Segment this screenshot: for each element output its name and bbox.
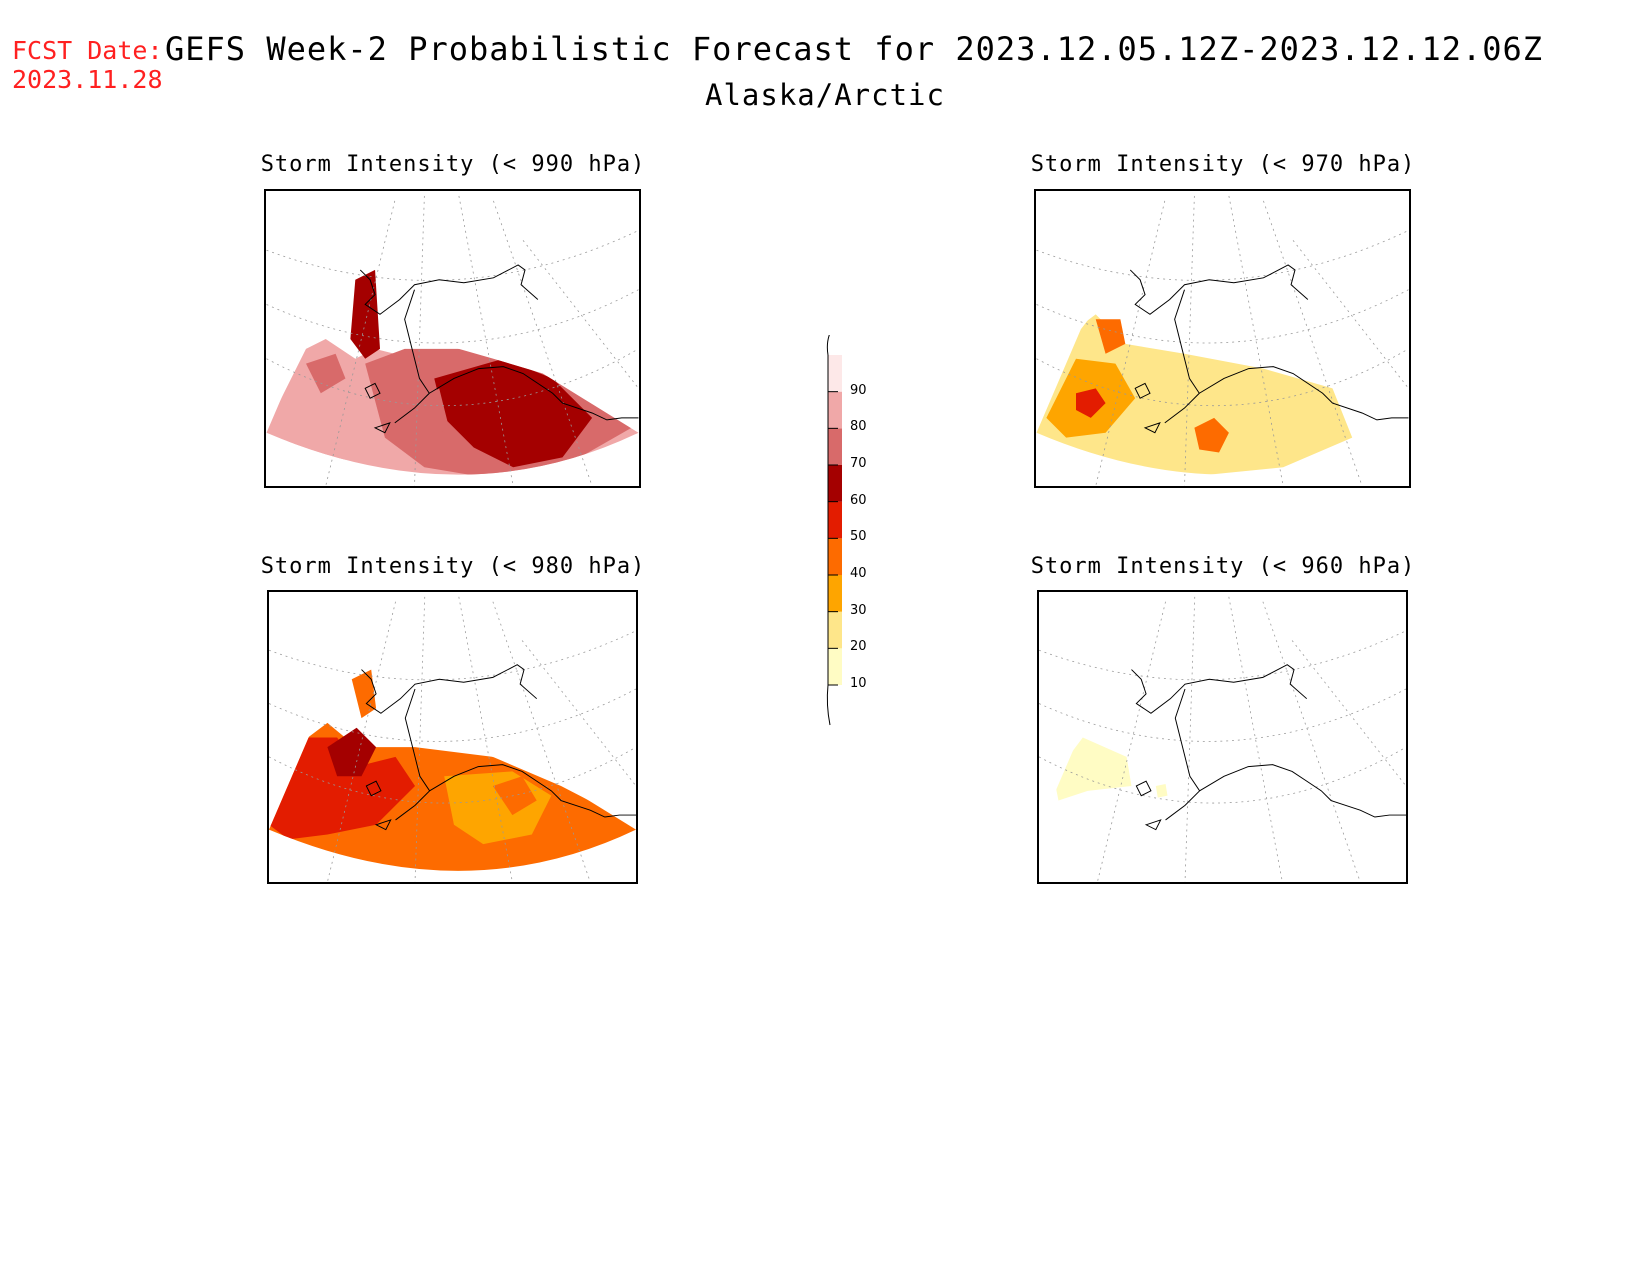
probability-field bbox=[1263, 383, 1303, 418]
colorbar-swatch bbox=[828, 648, 842, 685]
probability-field bbox=[542, 299, 563, 339]
parallel-line bbox=[1039, 630, 1406, 681]
probability-field bbox=[350, 269, 380, 359]
island-outline bbox=[1134, 382, 1161, 434]
probability-field bbox=[1155, 784, 1168, 798]
meridian-line bbox=[1228, 195, 1284, 486]
island-outline bbox=[365, 780, 392, 831]
probability-field bbox=[434, 358, 593, 468]
colorbar-label: 60 bbox=[850, 492, 867, 508]
colorbar-label: 10 bbox=[850, 676, 867, 691]
fcst-date-block: FCST Date: 2023.11.28 bbox=[12, 36, 163, 94]
parallel-line bbox=[1039, 746, 1406, 804]
map-panel-990 bbox=[264, 189, 641, 488]
meridian-line bbox=[1095, 200, 1166, 486]
parallel-line bbox=[1039, 688, 1406, 742]
colorbar-swatch bbox=[828, 538, 842, 575]
colorbar-swatch bbox=[828, 501, 842, 539]
map-960 bbox=[1039, 596, 1406, 882]
parallel-line bbox=[266, 348, 639, 407]
colorbar-swatch bbox=[828, 575, 842, 612]
colorbar-swatch bbox=[828, 611, 842, 649]
parallel-line bbox=[269, 746, 636, 804]
probability-field bbox=[1053, 737, 1132, 801]
panel-title-990: Storm Intensity (< 990 hPa) bbox=[260, 152, 646, 177]
probability-field bbox=[1036, 314, 1353, 475]
map-panel-960 bbox=[1037, 590, 1408, 884]
meridian-line bbox=[1292, 240, 1409, 389]
map-970 bbox=[1036, 195, 1409, 486]
meridian-line bbox=[1184, 596, 1196, 882]
meridian-line bbox=[1097, 601, 1166, 882]
coastline bbox=[1129, 264, 1409, 424]
colorbar-swatch bbox=[828, 428, 842, 465]
probability-field bbox=[269, 737, 416, 840]
probability-field bbox=[351, 669, 377, 719]
island-outline bbox=[1135, 780, 1162, 831]
meridian-line bbox=[1228, 596, 1283, 882]
colorbar-swatch bbox=[828, 465, 842, 502]
probability-field bbox=[305, 353, 346, 394]
probability-field bbox=[327, 727, 377, 777]
parallel-line bbox=[1036, 348, 1409, 407]
parallel-line bbox=[269, 688, 636, 742]
coastline bbox=[361, 664, 636, 821]
meridian-line bbox=[522, 240, 639, 389]
coastline bbox=[359, 264, 639, 424]
coastline bbox=[1131, 664, 1406, 821]
probability-field bbox=[414, 388, 450, 443]
colorbar bbox=[826, 335, 842, 726]
colorbar-label: 30 bbox=[850, 602, 867, 618]
parallel-line bbox=[266, 289, 639, 344]
colorbar-label: 40 bbox=[850, 566, 867, 581]
page-title: GEFS Week-2 Probabilistic Forecast for 2… bbox=[165, 30, 1544, 68]
meridian-line bbox=[1184, 195, 1195, 486]
colorbar-swatch bbox=[828, 355, 842, 392]
map-990 bbox=[266, 195, 639, 486]
panel-title-980: Storm Intensity (< 980 hPa) bbox=[260, 554, 646, 579]
meridian-line bbox=[414, 195, 425, 486]
colorbar-label: 70 bbox=[850, 456, 867, 471]
panel-title-960: Storm Intensity (< 960 hPa) bbox=[1030, 554, 1416, 579]
meridian-line bbox=[458, 195, 514, 486]
fcst-date-value: 2023.11.28 bbox=[12, 65, 163, 94]
parallel-line bbox=[269, 630, 636, 681]
meridian-line bbox=[1262, 601, 1361, 882]
fcst-date-label: FCST Date: bbox=[12, 36, 163, 65]
colorbar-label: 20 bbox=[850, 639, 867, 655]
probability-field bbox=[1194, 417, 1229, 453]
colorbar-swatch bbox=[828, 391, 842, 429]
parallel-line bbox=[1036, 289, 1409, 344]
meridian-line bbox=[521, 640, 636, 787]
colorbar-label: 50 bbox=[850, 529, 867, 545]
meridian-line bbox=[325, 200, 396, 486]
colorbar-label: 80 bbox=[850, 419, 867, 435]
panel-title-970: Storm Intensity (< 970 hPa) bbox=[1030, 152, 1416, 177]
parallel-line bbox=[1036, 230, 1409, 281]
island-outline bbox=[364, 382, 391, 434]
page-subtitle: Alaska/Arctic bbox=[705, 78, 945, 112]
meridian-line bbox=[458, 596, 513, 882]
map-980 bbox=[269, 596, 636, 882]
meridian-line bbox=[1291, 640, 1406, 787]
map-panel-970 bbox=[1034, 189, 1411, 488]
probability-field bbox=[1095, 319, 1126, 354]
probability-field bbox=[492, 776, 537, 816]
probability-field bbox=[1075, 388, 1106, 418]
meridian-line bbox=[327, 601, 396, 882]
meridian-line bbox=[414, 596, 426, 882]
parallel-line bbox=[266, 230, 639, 281]
map-panel-980 bbox=[267, 590, 638, 884]
colorbar-label: 90 bbox=[850, 382, 867, 398]
